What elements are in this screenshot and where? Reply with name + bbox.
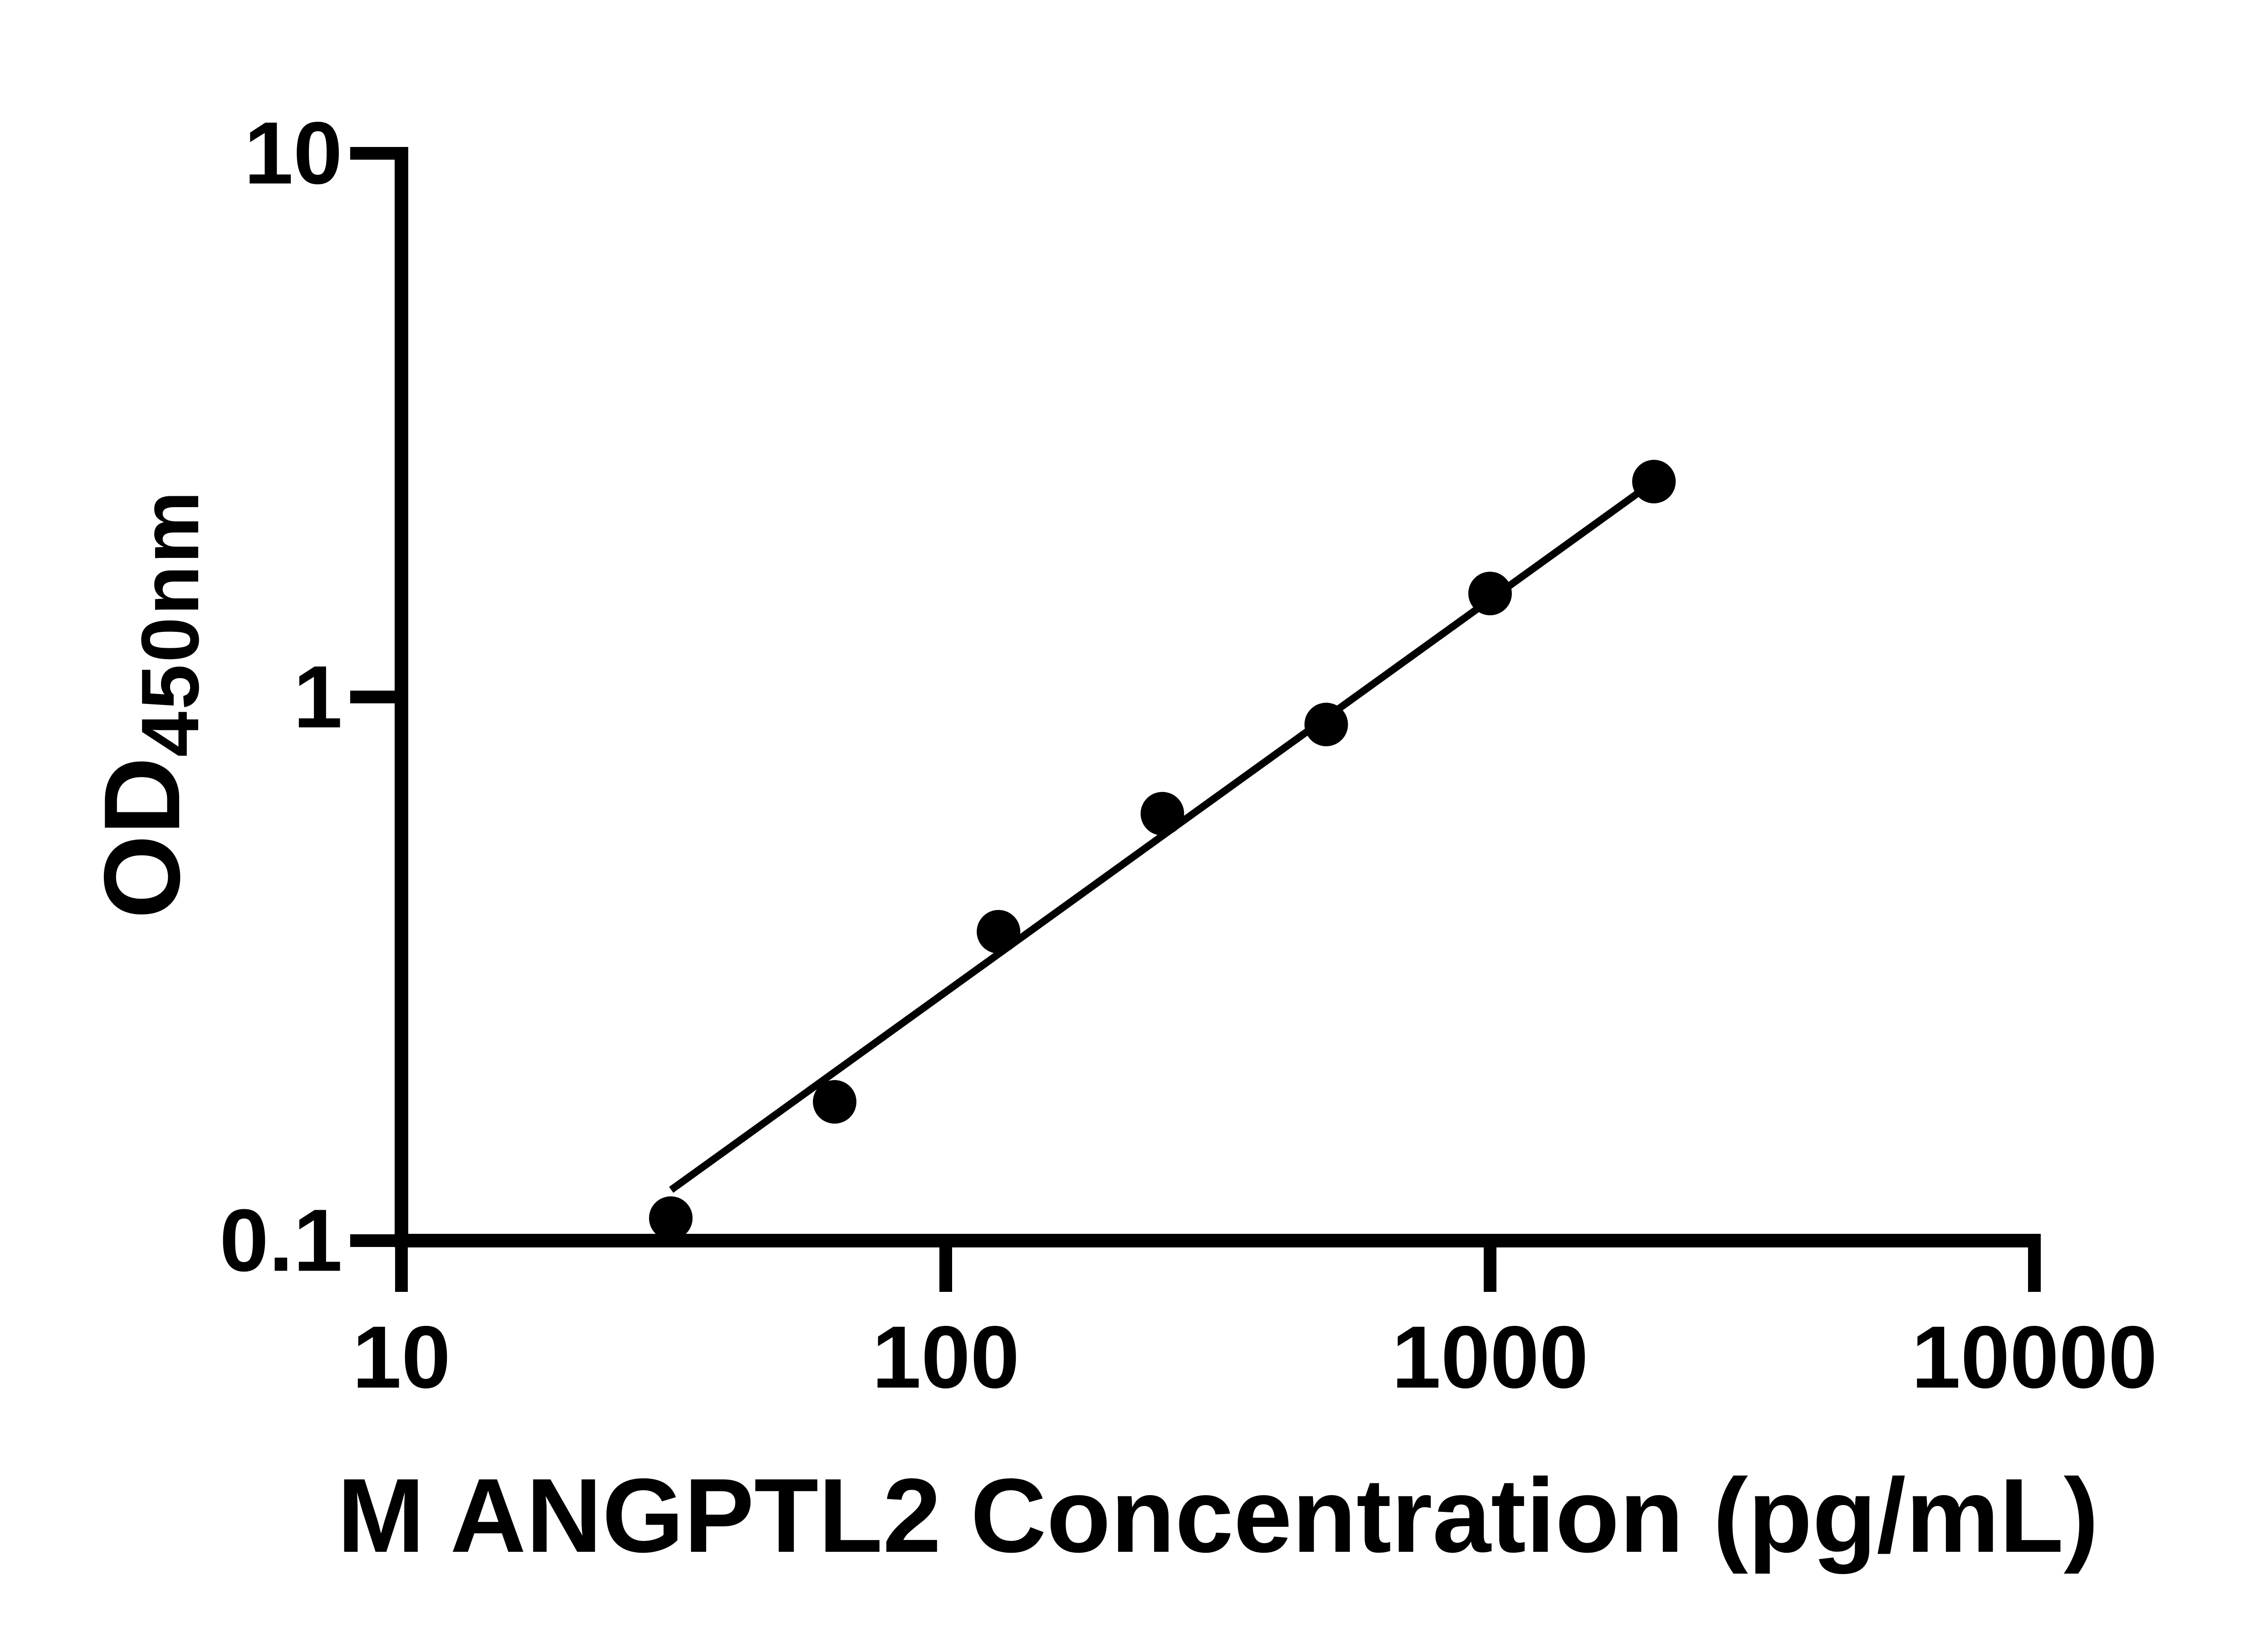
x-tick-10 (395, 1247, 408, 1292)
x-tick-10000 (2028, 1247, 2041, 1292)
data-point-3 (1140, 792, 1184, 836)
y-axis-title-subscript: 450nm (125, 489, 216, 757)
y-axis-title: OD450nm (82, 489, 225, 919)
y-tick-0.1 (350, 1234, 395, 1247)
x-axis-title: M ANGPTL2 Concentration (pg/mL) (337, 1457, 2099, 1574)
x-tick-1000 (1484, 1247, 1496, 1292)
y-axis-line (395, 147, 408, 1247)
y-tick-label-0.1: 0.1 (219, 1191, 342, 1290)
y-tick-label-1: 1 (293, 647, 342, 746)
y-tick-1 (350, 690, 395, 704)
x-tick-100 (939, 1247, 952, 1292)
x-axis-line (395, 1234, 2041, 1247)
y-tick-10 (350, 147, 395, 160)
x-tick-label-10: 10 (352, 1308, 451, 1407)
data-points-group (649, 460, 1676, 1240)
data-point-6 (1632, 460, 1676, 504)
data-point-5 (1468, 572, 1512, 616)
axis-ticks (350, 147, 2041, 1292)
data-point-2 (977, 910, 1021, 954)
data-point-4 (1304, 703, 1348, 747)
data-point-0 (649, 1196, 693, 1240)
y-tick-label-10: 10 (244, 103, 342, 203)
x-tick-label-10000: 10000 (1911, 1308, 2158, 1407)
data-point-1 (813, 1080, 857, 1124)
y-axis-title-main: OD (82, 757, 202, 919)
x-tick-label-100: 100 (872, 1308, 1020, 1407)
x-tick-label-1000: 1000 (1392, 1308, 1589, 1407)
